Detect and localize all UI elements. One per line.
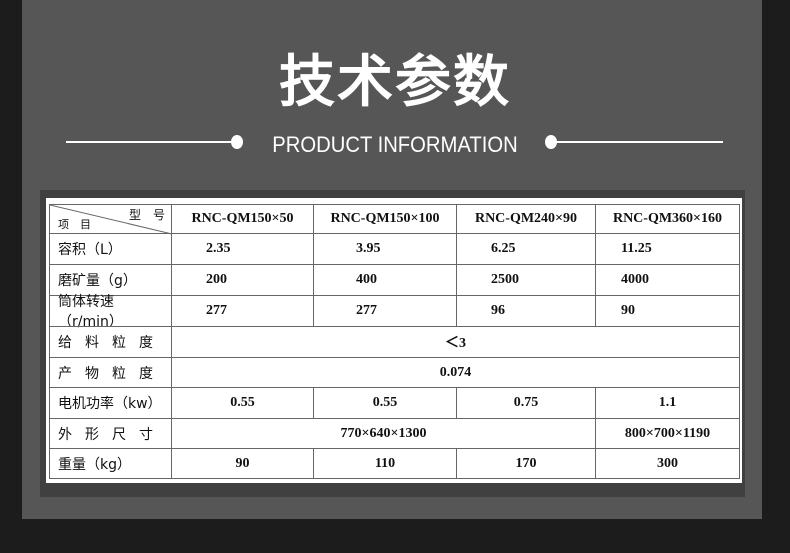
value-cell: 3.95 (313, 233, 457, 265)
row-label: 容积（L） (49, 233, 172, 265)
value-cell: 170 (456, 448, 596, 479)
merged-value-cell: 0.074 (171, 357, 740, 388)
value-cell: 90 (171, 448, 314, 479)
row-label: 产物粒度 (49, 357, 172, 388)
divider-right (555, 141, 723, 143)
value-cell: 11.25 (595, 233, 740, 265)
value-cell: 0.75 (456, 387, 596, 419)
value-cell: 277 (313, 295, 457, 327)
corner-bottom-label: 项 目 (58, 218, 91, 231)
value-cell: 1.1 (595, 387, 740, 419)
model-header: RNC-QM240×90 (456, 204, 596, 234)
page-title: 技术参数 (279, 50, 511, 115)
table-background (46, 198, 742, 483)
merged-value-cell: 770×640×1300 (171, 418, 596, 449)
table-corner-header: 型 号项 目 (49, 204, 172, 235)
value-cell: 6.25 (456, 233, 596, 265)
value-cell: 0.55 (313, 387, 457, 419)
value-cell: 400 (313, 264, 457, 296)
value-cell: 800×700×1190 (595, 418, 740, 449)
row-label: 重量（kg） (49, 448, 172, 479)
model-header: RNC-QM360×160 (595, 204, 740, 234)
value-cell: 90 (595, 295, 740, 327)
value-cell: 300 (595, 448, 740, 479)
row-label: 给料粒度 (49, 326, 172, 358)
value-cell: 200 (171, 264, 314, 296)
corner-top-label: 型 号 (128, 208, 165, 222)
value-cell: 2.35 (171, 233, 314, 265)
value-cell: 4000 (595, 264, 740, 296)
divider-dot-right (545, 135, 557, 149)
value-cell: 277 (171, 295, 314, 327)
divider-dot-left (231, 135, 243, 149)
model-header: RNC-QM150×100 (313, 204, 457, 234)
row-label: 筒体转速（r/min） (49, 294, 172, 330)
value-cell: 96 (456, 295, 596, 327)
row-label: 电机功率（kw） (49, 387, 172, 419)
value-cell: 2500 (456, 264, 596, 296)
value-cell: 110 (313, 448, 457, 479)
divider-left (66, 141, 234, 143)
model-header: RNC-QM150×50 (171, 204, 314, 234)
value-cell: 0.55 (171, 387, 314, 419)
diagonal-line (50, 205, 172, 235)
merged-value-cell: ＜3 (171, 326, 740, 358)
row-label: 外形尺寸 (49, 418, 172, 449)
page-subtitle: PRODUCT INFORMATION (272, 132, 518, 157)
